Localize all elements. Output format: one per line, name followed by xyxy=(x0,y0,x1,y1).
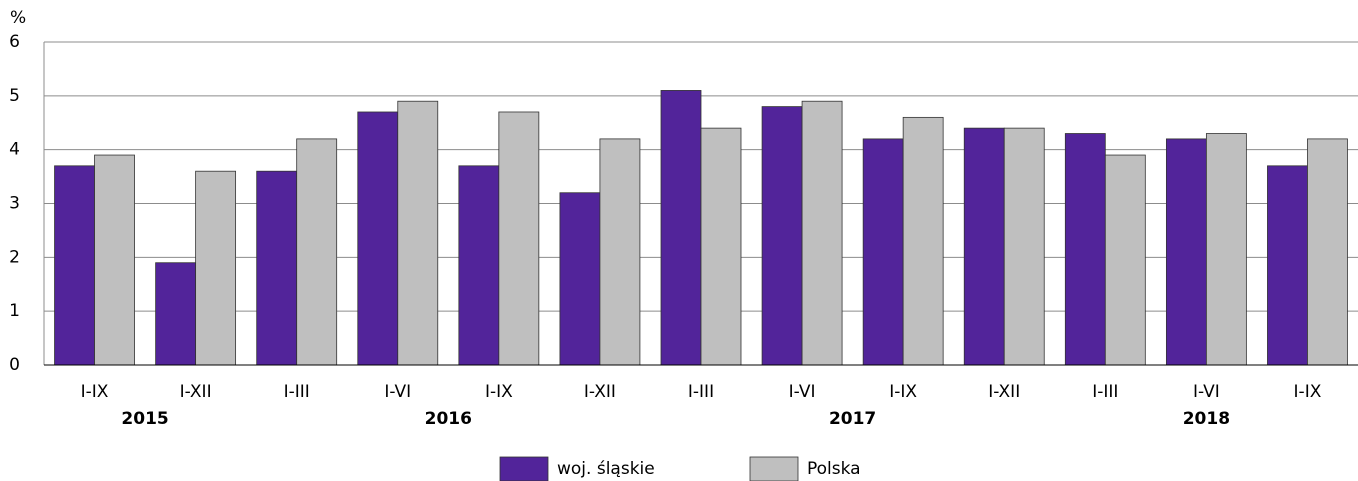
legend-swatch xyxy=(499,456,549,481)
y-tick-label: 2 xyxy=(9,247,20,267)
bar xyxy=(1064,133,1106,366)
y-tick-label: 1 xyxy=(9,301,20,321)
x-tick-label: I-IX xyxy=(485,382,513,402)
x-tick-label: I-XII xyxy=(988,382,1020,402)
bar xyxy=(1165,138,1207,366)
bar xyxy=(94,154,135,366)
bar xyxy=(862,138,904,366)
x-tick-label: I-IX xyxy=(889,382,917,402)
bar xyxy=(1003,127,1045,366)
x-tick-label: I-VI xyxy=(384,382,411,402)
bar xyxy=(357,111,399,366)
bar xyxy=(599,138,641,366)
bar xyxy=(902,116,944,366)
x-tick-label: I-VI xyxy=(1193,382,1220,402)
bar xyxy=(296,138,338,366)
legend-swatch xyxy=(749,456,799,481)
x-tick-label: I-XII xyxy=(180,382,212,402)
group-label: 2017 xyxy=(829,409,876,429)
bar xyxy=(963,127,1005,366)
bar xyxy=(761,106,803,366)
y-tick-label: 5 xyxy=(9,86,20,106)
bar xyxy=(195,170,237,366)
bar xyxy=(1267,165,1308,366)
group-label: 2016 xyxy=(425,409,472,429)
group-label: 2015 xyxy=(121,409,168,429)
x-tick-label: I-XII xyxy=(584,382,616,402)
y-tick-label: 3 xyxy=(9,194,20,214)
x-tick-label: I-IX xyxy=(81,382,109,402)
legend-label: woj. śląskie xyxy=(557,459,655,479)
x-tick-label: I-III xyxy=(1092,382,1118,402)
group-label: 2018 xyxy=(1183,409,1230,429)
x-tick-label: I-IX xyxy=(1294,382,1322,402)
bar xyxy=(54,165,95,366)
x-tick-label: I-III xyxy=(688,382,714,402)
y-tick-label: 0 xyxy=(9,355,20,375)
bar xyxy=(801,100,843,366)
y-tick-label: 4 xyxy=(9,140,20,160)
bar xyxy=(256,170,298,366)
bar xyxy=(1104,154,1146,366)
y-tick-label: 6 xyxy=(9,32,20,52)
x-tick-label: I-III xyxy=(284,382,310,402)
bar xyxy=(397,100,439,366)
bar xyxy=(498,111,540,366)
bar xyxy=(1205,133,1247,366)
bar xyxy=(559,192,601,366)
bar xyxy=(155,262,197,366)
x-tick-label: I-VI xyxy=(789,382,816,402)
bar xyxy=(458,165,500,366)
bar xyxy=(660,90,702,366)
bar xyxy=(1307,138,1348,366)
legend-label: Polska xyxy=(807,459,861,479)
bar xyxy=(700,127,742,366)
y-axis-unit: % xyxy=(10,8,26,28)
